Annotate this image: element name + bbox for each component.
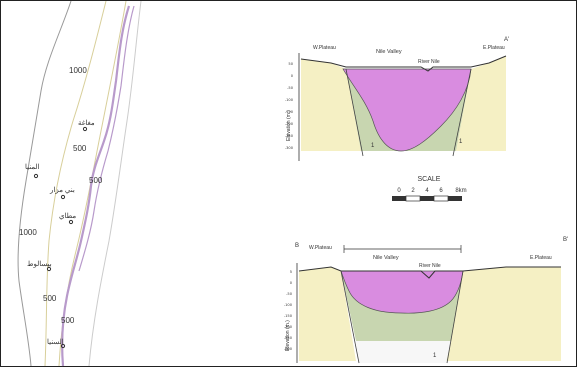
y-tick-label: 0	[291, 74, 294, 78]
town-label: مغاغة	[78, 119, 95, 127]
plateau-right-fill	[456, 56, 506, 151]
label-e-plateau: E.Plateau	[530, 255, 552, 261]
contour-label: 1000	[69, 66, 87, 75]
label-nile-valley: Nile Valley	[373, 255, 399, 261]
fault-line-left	[340, 270, 360, 364]
town-dot	[46, 266, 52, 272]
cross-section-a: W.Plateau E.Plateau A' Nile Valley River…	[285, 37, 509, 161]
town-label: بيسالوط	[27, 260, 52, 268]
label-nile-valley: Nile Valley	[376, 49, 402, 55]
town-dot	[33, 173, 39, 179]
surface-line	[300, 55, 507, 72]
scale-segment	[420, 196, 434, 201]
y-tick-label: -50	[287, 86, 294, 90]
label-w-plateau: W.Plateau	[309, 245, 332, 251]
label-e-plateau: E.Plateau	[483, 45, 505, 51]
town-label: مطاي	[59, 212, 76, 220]
y-axis-title: Elevation (m.)	[286, 110, 292, 141]
scale-bar: SCALE 0 2 4 6 8km	[392, 176, 467, 202]
cross-section-b: B B' W.Plateau E.Plateau Nile Valley Riv…	[284, 237, 568, 364]
fault-line-right	[446, 270, 464, 364]
fault-line-left	[345, 68, 364, 157]
canal-line	[88, 1, 142, 367]
scale-segment	[392, 196, 406, 201]
label-section-end: A'	[504, 37, 509, 43]
marker-label: 1	[433, 353, 437, 359]
scale-tick: 2	[411, 188, 415, 194]
marker-label: 1	[459, 139, 463, 145]
plateau-left-fill	[299, 267, 356, 361]
contour-label: 1000	[19, 228, 37, 237]
marker-label: 1	[371, 143, 375, 149]
y-axis-title: Elevation (m.)	[285, 320, 291, 351]
y-tick-label: -100	[285, 98, 294, 102]
river-map: 1000 500 500 1000 500 500 مغاغة المنيا ب…	[17, 1, 142, 367]
scale-tick: 4	[425, 188, 429, 194]
y-tick-label: 0	[290, 281, 293, 285]
y-tick-label: -200	[285, 122, 294, 126]
scale-tick: 8km	[455, 188, 466, 194]
y-tick-label: -250	[285, 134, 294, 138]
scale-title: SCALE	[418, 176, 441, 183]
scale-segment	[433, 195, 449, 202]
surface-line	[298, 266, 561, 279]
town-dot	[82, 126, 88, 132]
contour-label: 500	[73, 144, 87, 153]
contour-label: 500	[43, 294, 57, 303]
fault-line-right	[452, 68, 472, 157]
y-tick-label: -250	[284, 336, 293, 340]
town-label: بني مزار	[49, 186, 75, 194]
y-tick-label: -50	[286, 292, 293, 296]
white-basement	[356, 341, 451, 363]
label-w-plateau: W.Plateau	[313, 45, 336, 51]
purple-layer	[342, 68, 472, 152]
y-tick-label: -200	[284, 325, 293, 329]
town-label: المنيا	[25, 163, 40, 171]
nile-river-line	[61, 5, 131, 367]
y-tick-label: -150	[284, 314, 293, 318]
purple-layer	[340, 270, 464, 314]
y-tick-label: -300	[284, 347, 293, 351]
map-border-line	[17, 1, 72, 367]
scale-segment	[405, 195, 421, 202]
town-label: السنيا	[47, 338, 64, 346]
contour-label: 500	[61, 316, 75, 325]
y-tick-label: -300	[285, 146, 294, 150]
label-river-nile: River Nile	[419, 263, 441, 269]
plateau-right-fill	[446, 267, 561, 361]
label-section-end: B'	[563, 237, 568, 243]
scale-tick: 6	[439, 188, 443, 194]
y-tick-label: -100	[284, 303, 293, 307]
scale-tick: 0	[397, 188, 401, 194]
nile-river-line-2	[78, 5, 135, 272]
plateau-left-fill	[301, 59, 361, 151]
contour-label: 500	[89, 176, 103, 185]
town-dot	[60, 343, 66, 349]
y-tick-label: 50	[288, 62, 293, 66]
label-section-start: B	[295, 243, 299, 249]
town-dot	[68, 219, 74, 225]
scale-segment	[448, 196, 462, 201]
y-tick-label: 5	[290, 270, 292, 274]
y-tick-label: -150	[285, 110, 294, 114]
town-dot	[60, 194, 66, 200]
contour-line-outer	[44, 1, 107, 367]
label-river-nile: River Nile	[418, 59, 440, 65]
